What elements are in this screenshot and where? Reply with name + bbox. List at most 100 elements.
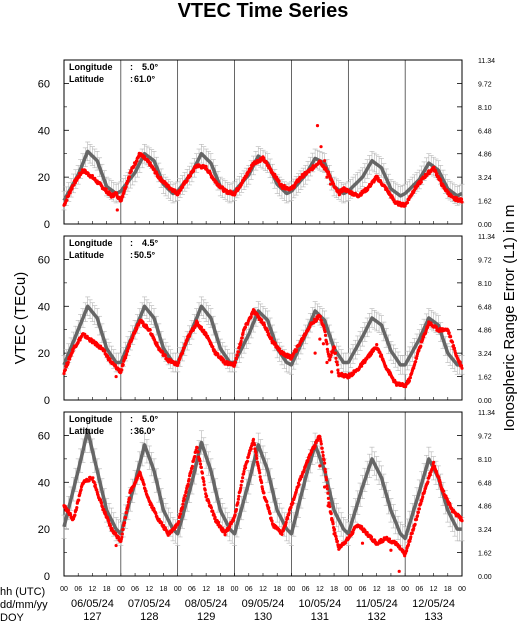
observed-outlier — [332, 532, 336, 536]
right-tick-label: 8.10 — [478, 457, 492, 464]
right-tick-label: 11.34 — [478, 410, 495, 417]
observed-point — [99, 501, 103, 505]
observed-point — [414, 517, 419, 522]
longitude-colon: : — [130, 414, 133, 424]
hour-tick-label: 12 — [145, 586, 153, 593]
hour-tick-label: 06 — [74, 586, 82, 593]
observed-point — [375, 343, 379, 347]
latitude-colon: : — [130, 426, 133, 436]
observed-point — [104, 187, 108, 191]
observed-point — [323, 330, 327, 334]
observed-point — [407, 379, 411, 383]
observed-point — [92, 480, 96, 484]
longitude-label: Longitude — [69, 238, 113, 248]
date-label: 07/05/24 — [128, 598, 171, 610]
observed-point — [235, 353, 239, 357]
date-label: 08/05/24 — [185, 598, 228, 610]
observed-point — [438, 480, 442, 484]
observed-point — [289, 505, 293, 509]
observed-point — [404, 385, 408, 389]
observed-series — [62, 308, 464, 389]
observed-point — [196, 450, 200, 454]
observed-point — [273, 341, 277, 346]
observed-point — [120, 532, 124, 536]
hour-tick-label: 00 — [288, 586, 296, 593]
doy-label: 129 — [197, 611, 215, 623]
observed-point — [194, 323, 198, 327]
observed-point — [257, 468, 261, 473]
left-tick-label: 40 — [38, 125, 50, 137]
observed-point — [242, 469, 246, 474]
observed-point — [211, 345, 215, 349]
right-tick-label: 1.62 — [478, 551, 492, 558]
observed-point — [90, 174, 94, 178]
observed-outlier — [318, 464, 322, 468]
observed-point — [192, 169, 196, 173]
observed-point — [460, 519, 464, 523]
longitude-colon: : — [130, 238, 133, 248]
observed-point — [459, 197, 464, 201]
observed-point — [72, 183, 76, 187]
hour-tick-label: 06 — [245, 586, 253, 593]
left-tick-label: 20 — [38, 348, 50, 360]
hour-tick-label: 12 — [430, 586, 438, 593]
observed-point — [199, 325, 203, 329]
right-tick-label: 6.48 — [478, 304, 492, 311]
observed-point — [216, 520, 221, 525]
observed-point — [135, 159, 139, 163]
observed-outlier — [315, 124, 320, 128]
longitude-colon: : — [130, 62, 133, 72]
hour-tick-label: 12 — [259, 586, 267, 593]
observed-point — [417, 348, 421, 353]
observed-outlier — [328, 182, 333, 186]
longitude-value: 4.5° — [142, 238, 159, 248]
observed-point — [83, 332, 87, 336]
observed-point — [459, 364, 464, 368]
hour-tick-label: 12 — [316, 586, 324, 593]
hour-tick-label: 00 — [458, 586, 466, 593]
left-tick-label: 40 — [38, 477, 50, 489]
observed-point — [324, 475, 328, 479]
observed-point — [307, 456, 311, 460]
observed-point — [287, 511, 291, 515]
right-tick-label: 8.10 — [478, 281, 492, 288]
observed-point — [254, 453, 258, 458]
doy-label: 130 — [254, 611, 272, 623]
observed-point — [245, 459, 249, 463]
longitude-label: Longitude — [69, 414, 113, 424]
observed-point — [213, 515, 217, 520]
observed-point — [203, 488, 207, 492]
observed-point — [189, 469, 193, 473]
right-tick-label: 8.10 — [478, 105, 492, 112]
observed-point — [335, 539, 339, 544]
observed-point — [403, 554, 407, 558]
observed-point — [278, 347, 282, 351]
observed-point — [190, 464, 194, 468]
hour-tick-label: 06 — [359, 586, 367, 593]
observed-point — [319, 159, 323, 164]
right-tick-label: 9.72 — [478, 257, 492, 264]
observed-outlier — [326, 504, 330, 508]
observed-point — [75, 506, 79, 510]
observed-point — [421, 495, 425, 499]
observed-point — [120, 535, 124, 539]
right-tick-label: 6.48 — [478, 128, 492, 135]
observed-point — [432, 165, 436, 169]
left-tick-label: 0 — [44, 219, 50, 231]
observed-outlier — [325, 175, 329, 179]
observed-point — [179, 512, 183, 516]
observed-point — [62, 371, 66, 376]
observed-point — [336, 368, 340, 372]
panel-3: 0 20 40 60 0.00 1.62 3.24 4.86 6.48 8.10 9.72 11.34… — [38, 410, 495, 583]
hour-tick-label: 18 — [444, 586, 452, 593]
observed-point — [432, 460, 436, 464]
x-row-label-doy: DOY — [0, 612, 25, 623]
hour-tick-label: 00 — [231, 586, 239, 593]
observed-point — [332, 346, 337, 350]
x-row-label-hour: hh (UTC) — [0, 586, 45, 598]
observed-point — [332, 182, 336, 186]
observed-point — [435, 172, 439, 176]
observed-point — [335, 360, 339, 364]
y-axis-label-left: VTEC (TECu) — [12, 272, 29, 365]
observed-point — [365, 531, 369, 535]
